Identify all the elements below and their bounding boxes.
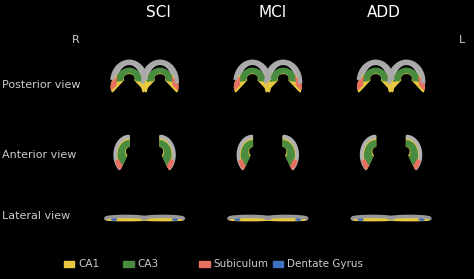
Ellipse shape (117, 219, 121, 220)
Text: Lateral view: Lateral view (2, 211, 71, 221)
Polygon shape (143, 218, 183, 221)
Polygon shape (358, 78, 363, 89)
Polygon shape (114, 135, 129, 170)
Ellipse shape (168, 219, 173, 220)
Polygon shape (361, 135, 375, 170)
Polygon shape (390, 218, 429, 221)
Ellipse shape (363, 219, 367, 220)
Polygon shape (235, 78, 240, 89)
Text: CA1: CA1 (78, 259, 100, 269)
Polygon shape (359, 62, 392, 78)
Polygon shape (106, 218, 146, 221)
Polygon shape (352, 218, 392, 221)
Polygon shape (229, 217, 269, 219)
Polygon shape (390, 62, 423, 78)
Polygon shape (173, 78, 178, 89)
Polygon shape (266, 62, 300, 78)
Polygon shape (235, 72, 270, 92)
Polygon shape (265, 72, 301, 92)
Polygon shape (111, 78, 117, 89)
Bar (123, 261, 134, 267)
Polygon shape (112, 62, 146, 78)
Text: L: L (459, 35, 465, 45)
Text: R: R (72, 35, 80, 45)
Polygon shape (106, 217, 146, 219)
Polygon shape (365, 141, 375, 166)
Bar (199, 261, 210, 267)
Polygon shape (389, 72, 424, 92)
Polygon shape (142, 72, 178, 92)
Text: Dentate Gyrus: Dentate Gyrus (287, 259, 363, 269)
Polygon shape (160, 135, 175, 170)
Text: CA3: CA3 (137, 259, 159, 269)
Polygon shape (116, 68, 142, 81)
Ellipse shape (358, 218, 363, 220)
Polygon shape (283, 135, 298, 170)
Polygon shape (238, 136, 252, 169)
Polygon shape (236, 62, 269, 78)
Polygon shape (239, 160, 245, 169)
Bar (273, 261, 283, 267)
Polygon shape (270, 68, 296, 81)
Polygon shape (390, 217, 429, 219)
Ellipse shape (240, 219, 244, 220)
Polygon shape (115, 136, 129, 169)
Polygon shape (147, 68, 173, 81)
Polygon shape (118, 141, 129, 166)
Text: Subiculum: Subiculum (213, 259, 268, 269)
Polygon shape (296, 78, 301, 89)
Polygon shape (241, 141, 252, 166)
Polygon shape (291, 160, 297, 169)
Polygon shape (406, 135, 421, 170)
Polygon shape (406, 141, 418, 166)
Polygon shape (111, 72, 147, 92)
Polygon shape (143, 217, 183, 219)
Polygon shape (160, 136, 174, 169)
Ellipse shape (415, 219, 419, 220)
Polygon shape (266, 217, 306, 219)
Polygon shape (160, 141, 171, 166)
Polygon shape (419, 78, 424, 89)
Ellipse shape (419, 218, 424, 220)
Ellipse shape (173, 218, 178, 220)
Text: ADD: ADD (367, 5, 401, 20)
Text: SCI: SCI (146, 5, 171, 20)
Polygon shape (363, 68, 389, 81)
Ellipse shape (296, 218, 301, 220)
Polygon shape (237, 135, 252, 170)
Polygon shape (266, 218, 306, 221)
Polygon shape (358, 72, 393, 92)
Bar (64, 261, 74, 267)
Text: Posterior view: Posterior view (2, 80, 81, 90)
Polygon shape (362, 160, 368, 169)
Text: Anterior view: Anterior view (2, 150, 77, 160)
Polygon shape (406, 136, 421, 169)
Text: MCI: MCI (258, 5, 287, 20)
Polygon shape (116, 160, 122, 169)
Polygon shape (352, 217, 392, 219)
Polygon shape (393, 68, 419, 81)
Polygon shape (229, 218, 269, 221)
Polygon shape (239, 68, 265, 81)
Polygon shape (361, 136, 375, 169)
Polygon shape (414, 160, 420, 169)
Polygon shape (143, 62, 177, 78)
Polygon shape (283, 136, 298, 169)
Ellipse shape (292, 219, 296, 220)
Ellipse shape (235, 218, 240, 220)
Polygon shape (283, 141, 294, 166)
Polygon shape (167, 160, 173, 169)
Ellipse shape (111, 218, 117, 220)
